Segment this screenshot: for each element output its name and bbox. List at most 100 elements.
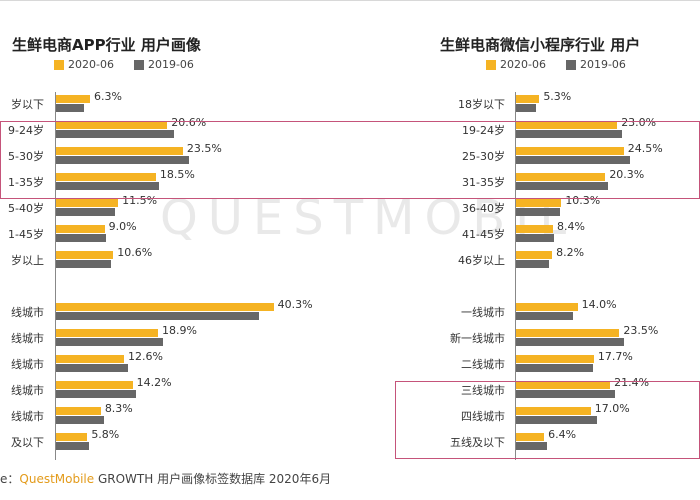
bar-2019-06 (516, 442, 547, 450)
bar-2019-06 (56, 416, 105, 424)
category-label: 岁以上 (11, 254, 44, 267)
value-label: 6.3% (94, 90, 122, 103)
legend-swatch-2020 (54, 59, 64, 70)
category-label: 1-45岁 (8, 228, 44, 241)
y-axis-line (515, 92, 516, 460)
legend-label-2019: 2019-06 (579, 58, 626, 71)
bar-2020-06 (56, 407, 101, 415)
value-label: 14.2% (136, 376, 172, 389)
bar-2020-06 (56, 433, 88, 441)
bar-2019-06 (56, 130, 174, 138)
category-label: 线城市 (11, 384, 44, 397)
highlight-box-age-19-35 (0, 121, 700, 199)
bar-2019-06 (56, 182, 160, 190)
category-label: 线城市 (11, 410, 44, 423)
category-label: 9-24岁 (8, 124, 44, 137)
source-prefix: e： (0, 472, 20, 486)
bar-2020-06 (56, 355, 125, 363)
bar-2019-06 (56, 390, 136, 398)
value-label: 6.4% (548, 428, 577, 441)
category-label: 三线城市 (461, 384, 505, 397)
bar-2020-06 (516, 147, 624, 155)
left-legend: 2020-06 2019-06 (54, 58, 194, 71)
bar-2020-06 (56, 329, 159, 337)
bar-2019-06 (516, 208, 560, 216)
category-label: 线城市 (11, 358, 44, 371)
category-label: 36-40岁 (462, 202, 505, 215)
category-label: 18岁以下 (458, 98, 505, 111)
value-label: 9.0% (108, 220, 137, 233)
bar-2020-06 (516, 95, 540, 103)
value-label: 17.0% (594, 402, 630, 415)
value-label: 21.4% (614, 376, 650, 389)
bar-2019-06 (56, 338, 163, 346)
bar-2019-06 (516, 234, 554, 242)
bar-2019-06 (516, 156, 631, 164)
category-label: 新一线城市 (450, 332, 505, 345)
bar-2020-06 (56, 225, 105, 233)
bar-2020-06 (56, 95, 91, 103)
watermark: QUESTMOBIL (160, 190, 577, 246)
value-label: 23.5% (186, 142, 222, 155)
source-note: e：QuestMobile GROWTH 用户画像标签数据库 2020年6月 (0, 470, 331, 487)
bar-2020-06 (56, 251, 114, 259)
bar-2019-06 (516, 312, 574, 320)
value-label: 24.5% (627, 142, 663, 155)
bar-2019-06 (56, 442, 90, 450)
bar-2019-06 (56, 208, 116, 216)
legend-swatch-2019 (133, 59, 144, 70)
bar-2020-06 (516, 407, 591, 415)
legend-label-2020: 2020-06 (68, 58, 114, 71)
category-label: 二线城市 (461, 358, 505, 371)
value-label: 20.6% (171, 116, 207, 129)
value-label: 5.3% (543, 90, 572, 103)
value-label: 10.6% (117, 246, 153, 259)
bar-2020-06 (516, 225, 553, 233)
category-label: 及以下 (11, 436, 44, 449)
bar-2019-06 (56, 234, 107, 242)
bar-2020-06 (516, 173, 606, 181)
category-label: 五线及以下 (450, 436, 505, 449)
legend-label-2019: 2019-06 (147, 58, 194, 71)
bar-2020-06 (516, 121, 618, 129)
right-chart-title: 生鲜电商微信小程序行业 用户 (440, 36, 641, 54)
category-label: 41-45岁 (462, 228, 505, 241)
category-label: 25-30岁 (462, 150, 505, 163)
legend-swatch-2020 (486, 59, 496, 70)
bar-2019-06 (516, 338, 624, 346)
bar-2019-06 (516, 416, 598, 424)
left-chart-title: 生鲜电商APP行业 用户画像 (12, 36, 201, 54)
bar-2020-06 (516, 433, 545, 441)
category-label: 19-24岁 (462, 124, 505, 137)
category-label: 线城市 (11, 306, 44, 319)
bar-2019-06 (56, 260, 112, 268)
value-label: 8.3% (104, 402, 133, 415)
source-rest: GROWTH 用户画像标签数据库 2020年6月 (94, 472, 332, 486)
bar-2020-06 (516, 251, 553, 259)
bar-2019-06 (56, 312, 259, 320)
value-label: 11.5% (122, 194, 158, 207)
value-label: 5.8% (91, 428, 120, 441)
value-label: 12.6% (128, 350, 163, 363)
bar-2020-06 (516, 355, 594, 363)
right-legend: 2020-06 2019-06 (486, 58, 626, 71)
bar-2020-06 (56, 121, 168, 129)
top-rule (0, 0, 700, 1)
value-label: 23.5% (623, 324, 659, 337)
y-axis-line (55, 92, 56, 460)
value-label: 40.3% (277, 298, 313, 311)
category-label: 46岁以上 (458, 254, 505, 267)
bar-2020-06 (56, 173, 156, 181)
legend-label-2020: 2020-06 (500, 58, 546, 71)
bar-2020-06 (516, 381, 611, 389)
source-brand: QuestMobile (19, 472, 95, 486)
legend-swatch-2019 (565, 59, 576, 70)
bar-2019-06 (516, 364, 593, 372)
value-label: 8.4% (556, 220, 585, 233)
category-label: 岁以下 (11, 98, 44, 111)
bar-2020-06 (56, 303, 274, 311)
highlight-box-tier3-5 (395, 381, 700, 459)
category-label: 一线城市 (461, 306, 505, 319)
category-label: 31-35岁 (462, 176, 505, 189)
